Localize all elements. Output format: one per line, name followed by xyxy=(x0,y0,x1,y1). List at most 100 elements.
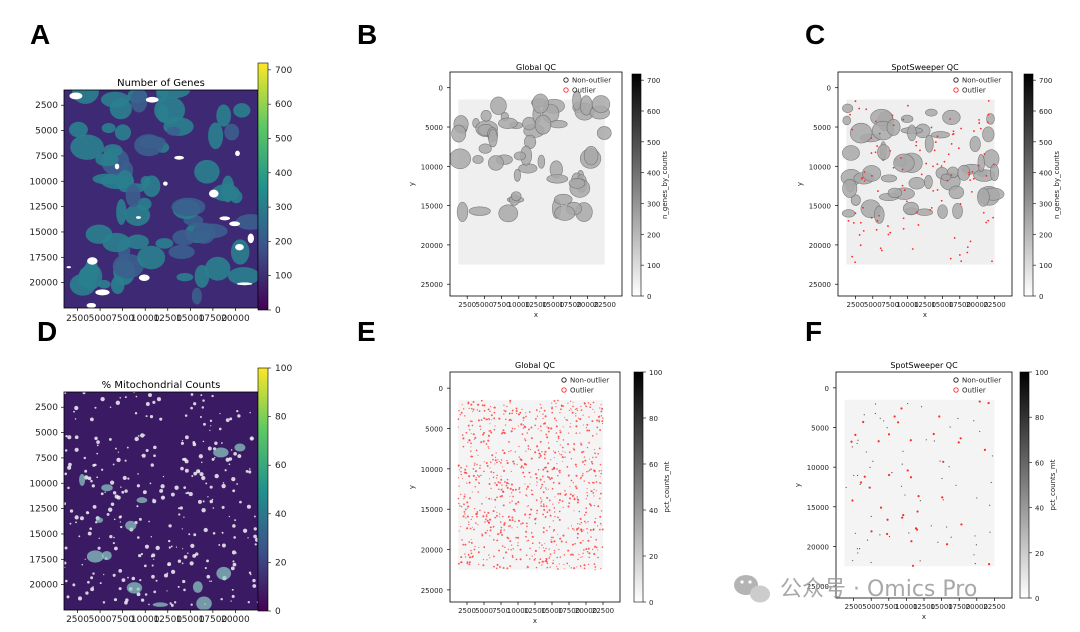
outlier-point xyxy=(525,535,527,538)
colorbar xyxy=(631,73,642,297)
outlier-point xyxy=(940,199,943,202)
mito-spot xyxy=(84,475,89,480)
outlier-point xyxy=(915,141,918,143)
mito-spot xyxy=(109,406,112,408)
outlier-point xyxy=(550,459,552,461)
outlier-point xyxy=(987,113,990,116)
mito-spot xyxy=(137,473,139,475)
mito-spot xyxy=(134,436,139,442)
mito-spot xyxy=(221,483,226,489)
tissue-region xyxy=(937,204,948,219)
colorbar-tick-label: 60 xyxy=(649,461,658,469)
outlier-point xyxy=(893,415,896,418)
outlier-point xyxy=(494,516,497,519)
mito-spot xyxy=(230,600,232,602)
colorbar-tick-label: 40 xyxy=(1035,505,1044,513)
outlier-point xyxy=(540,486,543,488)
tissue-region xyxy=(478,143,492,154)
x-tick-label: 7500 xyxy=(492,607,510,615)
outlier-point xyxy=(511,412,513,415)
outlier-point xyxy=(498,460,500,463)
outlier-point xyxy=(985,175,988,177)
outlier-point xyxy=(481,404,484,407)
tissue-region xyxy=(208,122,224,150)
chart-title: Number of Genes xyxy=(117,78,205,89)
outlier-point xyxy=(542,475,544,478)
outlier-point xyxy=(490,471,493,473)
mito-spot xyxy=(106,512,110,516)
outlier-point xyxy=(514,502,518,505)
outlier-point xyxy=(468,475,471,478)
mito-spot xyxy=(218,427,222,431)
outlier-point xyxy=(488,447,490,449)
x-tick-label: 12500 xyxy=(153,314,182,324)
outlier-point xyxy=(552,536,554,539)
outlier-point xyxy=(950,143,953,145)
outlier-point xyxy=(573,567,576,570)
outlier-point xyxy=(485,518,487,520)
outlier-point xyxy=(586,488,588,490)
mito-spot xyxy=(170,492,175,497)
outlier-point xyxy=(510,483,513,486)
outlier-point xyxy=(466,561,469,564)
x-tick-label: 22500 xyxy=(594,301,616,309)
outlier-point xyxy=(500,488,503,491)
outlier-point xyxy=(488,478,491,480)
outlier-point xyxy=(859,221,862,224)
outlier-point xyxy=(580,405,582,408)
high-mito-region xyxy=(86,550,104,563)
tissue-region xyxy=(172,229,196,246)
outlier-point xyxy=(978,122,981,124)
x-tick-label: 15000 xyxy=(931,301,953,309)
outlier-point xyxy=(957,147,960,150)
mito-spot xyxy=(201,475,206,481)
outlier-point xyxy=(467,401,470,404)
outlier-point xyxy=(486,514,488,516)
outlier-point xyxy=(465,465,468,467)
colorbar-tick-label: 20 xyxy=(1035,550,1044,558)
outlier-point xyxy=(539,425,542,428)
mito-spot xyxy=(77,596,83,601)
non-outlier-point xyxy=(907,402,909,405)
mito-spot xyxy=(167,562,172,567)
outlier-point xyxy=(526,432,529,434)
outlier-point xyxy=(474,545,476,548)
mito-spot xyxy=(120,525,123,529)
outlier-point xyxy=(506,461,509,465)
tissue-background xyxy=(458,400,603,570)
outlier-point xyxy=(979,127,982,130)
mito-spot xyxy=(96,476,99,479)
tissue-region xyxy=(137,245,166,270)
outlier-point xyxy=(599,463,602,466)
outlier-point xyxy=(500,478,503,481)
outlier-point xyxy=(539,454,542,457)
colorbar-tick-label: 300 xyxy=(1039,201,1052,209)
outlier-point xyxy=(554,451,557,454)
high-mito-region xyxy=(196,596,212,610)
outlier-point xyxy=(481,503,483,505)
outlier-point xyxy=(480,428,482,431)
outlier-point xyxy=(508,419,511,421)
mito-spot xyxy=(211,498,214,501)
outlier-point xyxy=(563,554,566,556)
outlier-point xyxy=(494,425,496,427)
colorbar-tick-label: 400 xyxy=(275,169,292,179)
outlier-point xyxy=(531,535,534,538)
mito-spot xyxy=(83,456,87,460)
outlier-point xyxy=(580,409,583,412)
mito-spot xyxy=(136,505,139,508)
mito-spot xyxy=(183,588,186,592)
outlier-point xyxy=(599,476,601,478)
outlier-point xyxy=(538,547,540,549)
outlier-point xyxy=(588,503,591,506)
mito-spot xyxy=(181,439,184,442)
outlier-point xyxy=(597,505,600,508)
outlier-point xyxy=(543,560,545,562)
tissue-region xyxy=(862,165,882,182)
non-outlier-point xyxy=(949,426,951,428)
colorbar-tick-label: 600 xyxy=(647,108,660,116)
mito-spot xyxy=(136,484,141,488)
tissue-region xyxy=(124,204,151,226)
outlier-point xyxy=(568,432,570,434)
